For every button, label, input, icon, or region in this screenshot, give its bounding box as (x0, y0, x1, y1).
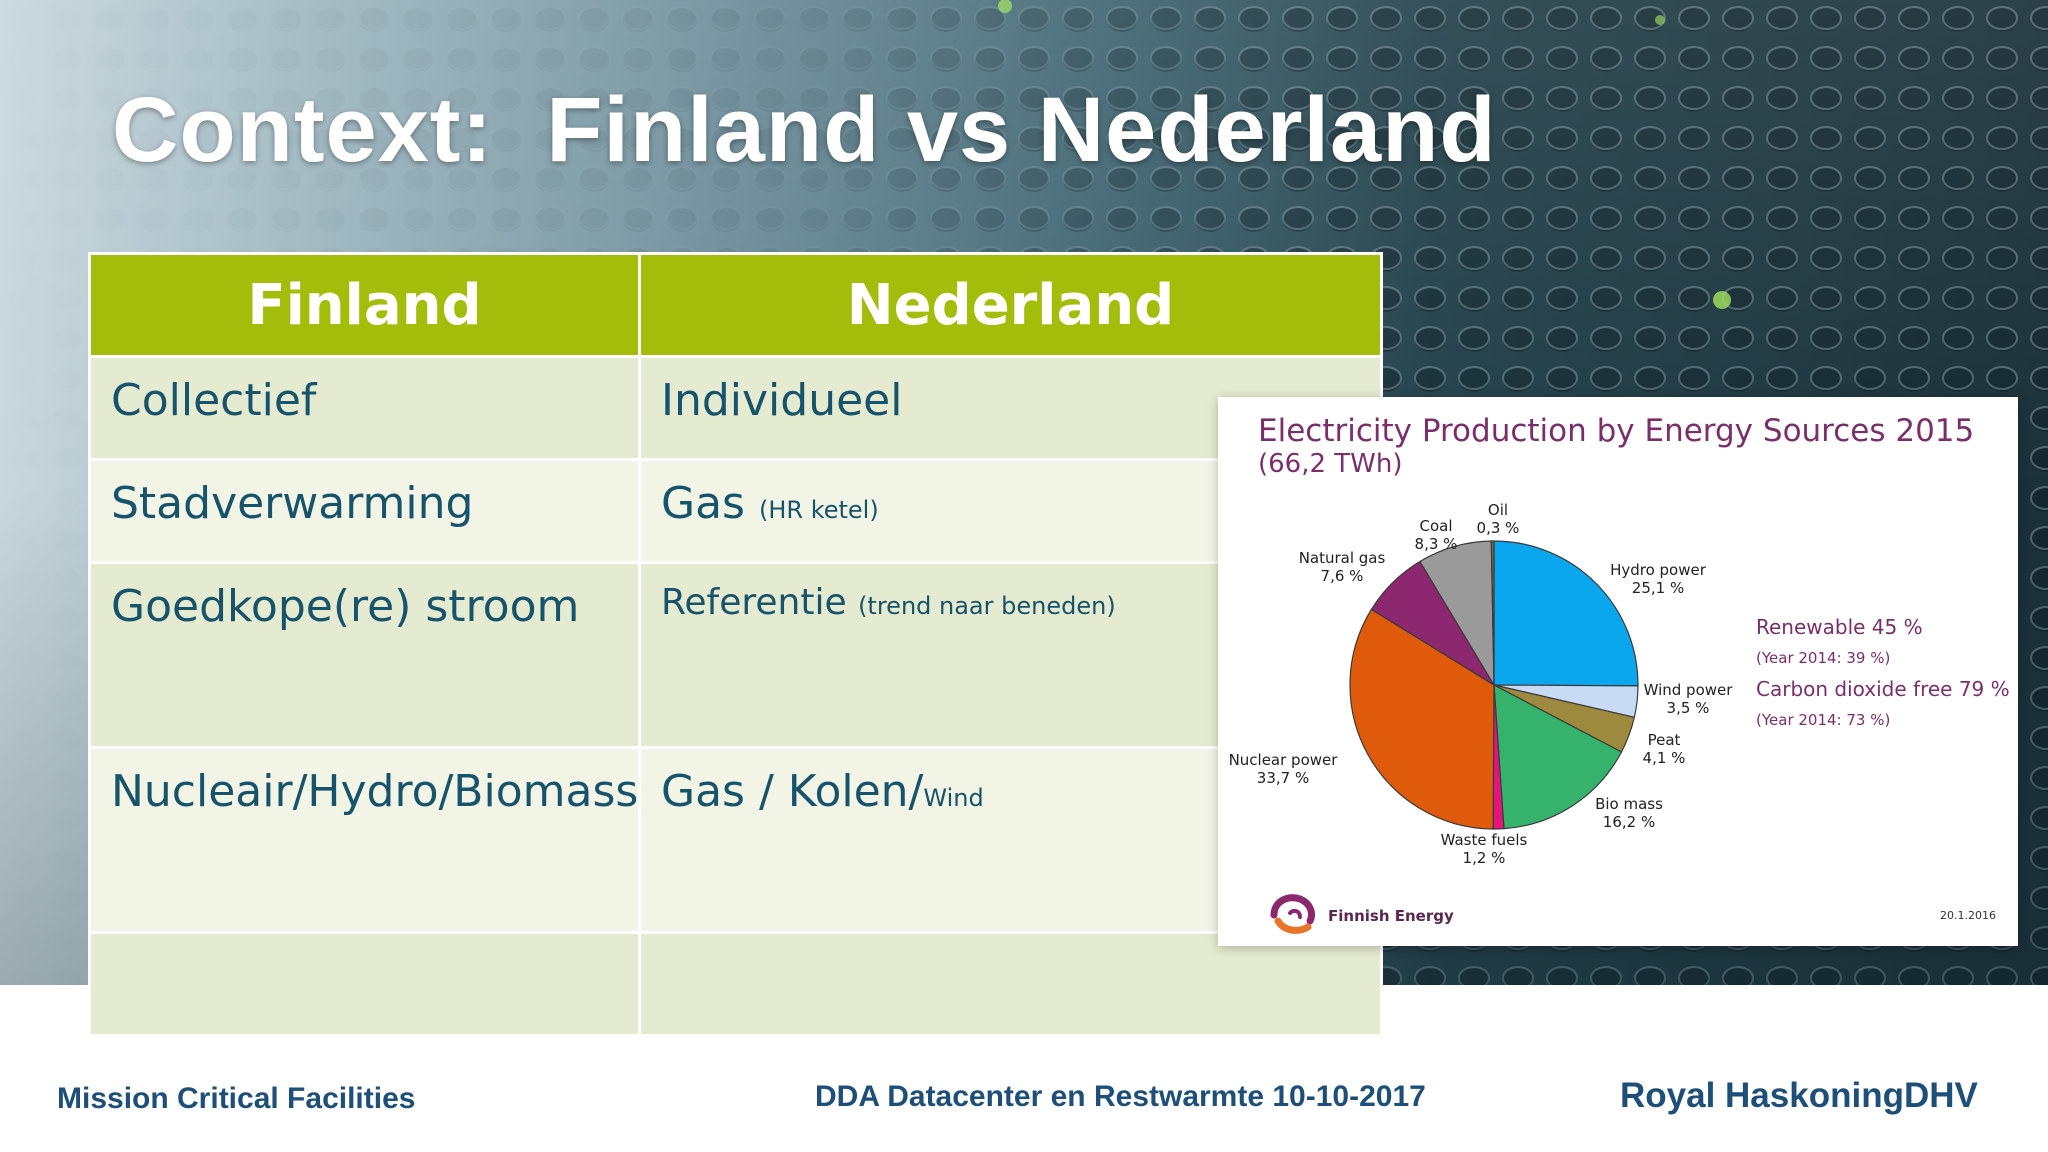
cell-text: Stadverwarming (111, 478, 474, 529)
column-header-nederland: Nederland (638, 252, 1383, 358)
cell-text: Individueel (661, 375, 903, 426)
cell-text: Goedkope(re) stroom (111, 581, 580, 632)
energy-chart-card: Electricity Production by Energy Sources… (1218, 397, 2018, 946)
cell-finland: Collectief (88, 355, 641, 461)
cell-finland: Nucleair/Hydro/Biomass (88, 746, 641, 934)
footer-event: DDA Datacenter en Restwarmte 10-10-2017 (815, 1080, 1426, 1113)
cell-nederland (638, 931, 1383, 1037)
cell-finland (88, 931, 641, 1037)
company-logo-text: Royal HaskoningDHV (1620, 1076, 1978, 1115)
pie-label-waste-fuels: Waste fuels (1441, 831, 1528, 849)
cell-text: Nucleair/Hydro/Biomass (111, 766, 639, 817)
renewable-note: Renewable 45 % (1756, 615, 1923, 639)
cell-text: Gas (661, 478, 745, 529)
cell-note: (HR ketel) (758, 496, 879, 524)
renewable-prev-note: (Year 2014: 39 %) (1756, 649, 1891, 667)
cell-text: Referentie (661, 582, 847, 623)
pie-value-coal: 8,3 % (1415, 535, 1458, 553)
pie-label-bio-mass: Bio mass (1595, 795, 1663, 813)
table-row: Nucleair/Hydro/Biomass Gas / Kolen/Wind (88, 746, 1383, 934)
pie-label-wind-power: Wind power (1644, 681, 1734, 699)
pie-value-natural-gas: 7,6 % (1321, 567, 1364, 585)
pie-label-nuclear-power: Nuclear power (1229, 751, 1339, 769)
cell-note: Wind (923, 784, 984, 812)
chart-title: Electricity Production by Energy Sources… (1258, 413, 1975, 449)
table-row: Collectief Individueel (88, 355, 1383, 461)
pie-slice-oil (1490, 540, 1495, 686)
slide-title: Context: Finland vs Nederland (112, 79, 1497, 181)
table-header-row: Finland Nederland (88, 252, 1383, 358)
co2-free-prev-note: (Year 2014: 73 %) (1756, 711, 1891, 729)
cell-note: (trend naar beneden) (858, 592, 1116, 620)
pie-value-peat: 4,1 % (1643, 749, 1686, 767)
pie-slice-bio-mass (1493, 683, 1623, 830)
pie-value-nuclear-power: 33,7 % (1257, 769, 1309, 787)
cell-text (111, 934, 618, 952)
pie-label-oil: Oil (1488, 501, 1508, 519)
co2-free-note: Carbon dioxide free 79 % (1756, 677, 2010, 701)
pie-value-bio-mass: 16,2 % (1603, 813, 1655, 831)
chart-date: 20.1.2016 (1940, 909, 1996, 922)
chart-source: Finnish Energy (1328, 907, 1454, 925)
cell-text: Collectief (111, 375, 317, 426)
pie-label-peat: Peat (1648, 731, 1681, 749)
pie-label-hydro-power: Hydro power (1610, 561, 1707, 579)
footer-department: Mission Critical Facilities (57, 1082, 416, 1115)
pie-slice-nuclear-power (1349, 608, 1495, 830)
column-header-finland: Finland (88, 252, 641, 358)
table-row: Stadverwarming Gas (HR ketel) (88, 458, 1383, 564)
comparison-table: Finland Nederland Collectief Individueel… (88, 252, 1383, 1037)
chart-subtitle: (66,2 TWh) (1258, 449, 1403, 479)
finnish-energy-logo (1270, 894, 1316, 934)
table-row (88, 931, 1383, 1037)
pie-value-hydro-power: 25,1 % (1632, 579, 1684, 597)
table-row: Goedkope(re) stroom Referentie (trend na… (88, 561, 1383, 749)
cell-text: Gas / Kolen/ (661, 766, 924, 817)
pie-value-oil: 0,3 % (1477, 519, 1520, 537)
cell-finland: Goedkope(re) stroom (88, 561, 641, 749)
pie-label-natural-gas: Natural gas (1299, 549, 1386, 567)
cell-finland: Stadverwarming (88, 458, 641, 564)
pie-value-wind-power: 3,5 % (1667, 699, 1710, 717)
pie-slice-hydro-power (1493, 540, 1639, 687)
pie-value-waste-fuels: 1,2 % (1463, 849, 1506, 867)
pie-label-coal: Coal (1419, 517, 1452, 535)
